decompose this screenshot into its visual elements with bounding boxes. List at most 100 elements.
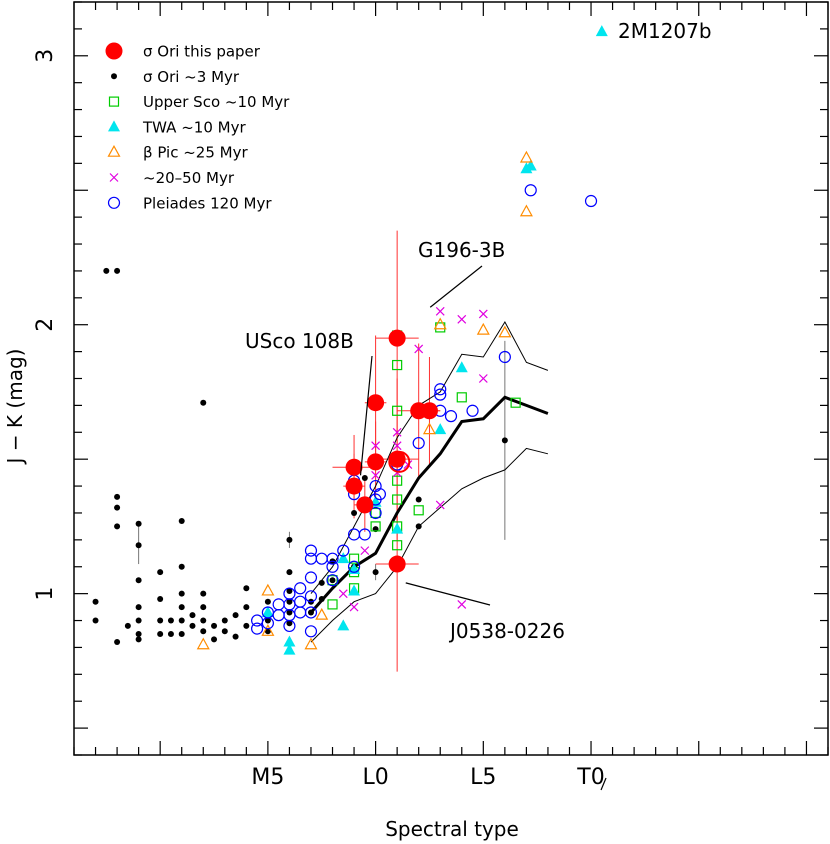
data-point — [283, 635, 296, 647]
data-point — [338, 589, 348, 599]
data-point — [392, 475, 403, 486]
legend-marker — [108, 96, 120, 107]
data-point — [157, 630, 164, 637]
data-point — [524, 184, 537, 197]
data-point — [167, 630, 174, 637]
data-point — [326, 560, 339, 573]
y-axis-title: J − K (mag) — [3, 349, 27, 466]
data-point — [307, 609, 314, 616]
data-point — [178, 518, 185, 525]
data-point — [200, 399, 207, 406]
data-point — [595, 25, 608, 37]
data-point — [501, 437, 508, 444]
x-tick-label: L5 — [470, 765, 496, 790]
data-point — [157, 569, 164, 576]
data-point — [420, 402, 438, 420]
data-point — [478, 374, 488, 383]
data-point — [388, 555, 406, 573]
data-point — [337, 552, 350, 564]
legend: σ Ori this paper σ Ori ~3 Myr Upper Sco ~1… — [105, 42, 290, 212]
data-point — [264, 617, 271, 624]
data-point — [329, 577, 336, 584]
data-point — [373, 488, 387, 501]
data-point — [286, 609, 293, 616]
data-point — [200, 628, 207, 635]
data-point — [444, 410, 458, 423]
data-point — [286, 569, 293, 576]
data-point — [200, 617, 207, 624]
data-point — [178, 590, 185, 597]
data-point — [349, 602, 359, 612]
data-point — [272, 598, 285, 611]
legend-label: TWA ~10 Myr — [142, 118, 246, 136]
data-point — [261, 605, 274, 617]
legend-marker — [111, 73, 117, 80]
data-point — [392, 427, 402, 437]
data-point — [476, 322, 490, 335]
data-point — [200, 590, 207, 597]
data-point — [422, 422, 436, 435]
data-point — [264, 598, 271, 605]
annotation-label: G196-3B — [418, 238, 505, 262]
data-point — [318, 579, 325, 586]
data-point — [114, 267, 121, 274]
data-point — [392, 441, 402, 451]
data-point — [304, 606, 318, 619]
data-point — [433, 317, 447, 330]
legend-marker — [107, 144, 121, 157]
data-point — [211, 622, 218, 629]
data-point — [392, 359, 403, 371]
legend-marker — [108, 120, 120, 132]
y-tick-label: 2 — [33, 318, 58, 332]
data-point — [434, 383, 447, 396]
data-point — [478, 309, 488, 319]
x-tick-label: T0 — [576, 765, 604, 790]
data-point — [157, 596, 164, 603]
data-point — [243, 604, 250, 611]
data-point — [327, 575, 338, 586]
data-point — [167, 617, 174, 624]
data-point — [261, 624, 275, 636]
data-point — [304, 625, 318, 638]
data-point — [370, 521, 381, 532]
data-point — [114, 639, 121, 646]
data-point — [524, 159, 537, 171]
data-point — [435, 306, 445, 316]
annotation-leader — [359, 355, 373, 476]
sequence-line-thin — [310, 447, 549, 643]
data-point — [286, 536, 293, 543]
data-point — [388, 329, 406, 347]
annotation-label: 2M1207b — [618, 19, 712, 43]
data-point — [456, 392, 467, 403]
data-point — [367, 394, 385, 412]
data-point — [367, 453, 385, 471]
data-point — [371, 441, 381, 451]
data-point — [337, 544, 350, 557]
data-point — [178, 604, 185, 611]
data-point — [135, 542, 142, 549]
data-point — [221, 628, 228, 635]
data-point — [414, 344, 424, 354]
y-tick-label: 3 — [33, 49, 58, 63]
data-point — [345, 458, 363, 476]
data-point-ring — [388, 450, 411, 473]
data-point — [286, 598, 293, 605]
data-point — [498, 350, 511, 364]
data-point — [200, 604, 207, 611]
data-points — [92, 25, 608, 655]
data-point — [466, 404, 479, 417]
legend-label: Pleiades 120 Myr — [143, 194, 272, 212]
data-point — [337, 619, 350, 631]
error-bars — [138, 230, 506, 672]
data-point — [455, 361, 468, 373]
data-point — [370, 507, 381, 519]
data-point — [283, 619, 296, 633]
data-point — [392, 405, 403, 416]
data-point — [304, 552, 318, 565]
data-point — [114, 493, 121, 500]
data-point — [327, 599, 338, 610]
axes: M5 L0 L5 T0 1 2 3 Spectral type J − K (mag) — [3, 1, 829, 841]
data-point — [232, 612, 239, 619]
data-point — [114, 523, 121, 530]
data-point — [211, 636, 218, 643]
